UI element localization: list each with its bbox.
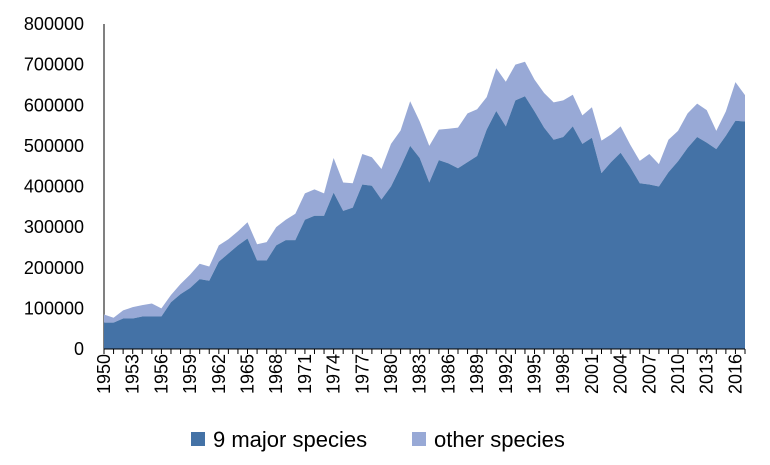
y-tick-label: 400000 [24,177,84,197]
x-tick-label: 2001 [582,354,602,394]
area-series-major [104,96,745,349]
y-tick-labels: 0 100000 200000 300000 400000 500000 600000 700… [24,14,84,359]
x-tick-label: 1998 [553,354,573,394]
x-tick-label: 1974 [324,354,344,394]
legend: 9 major species other species [191,427,565,452]
x-tick-label: 1950 [94,354,114,394]
x-tick-label: 1983 [410,354,430,394]
x-tick-label: 2007 [639,354,659,394]
x-tick-label: 2013 [697,354,717,394]
y-tick-label: 500000 [24,136,84,156]
x-ticks [103,349,746,354]
x-tick-label: 1992 [496,354,516,394]
x-tick-label: 1953 [123,354,143,394]
x-tick-label: 1959 [180,354,200,394]
y-tick-label: 800000 [24,14,84,34]
area-series-other [104,61,745,323]
x-tick-label: 1980 [381,354,401,394]
x-tick-label: 1986 [438,354,458,394]
y-tick-label: 100000 [24,298,84,318]
x-tick-label: 1989 [467,354,487,394]
legend-label-other: other species [434,427,565,452]
legend-label-major: 9 major species [213,427,367,452]
y-tick-label: 600000 [24,95,84,115]
x-tick-label: 1977 [352,354,372,394]
x-tick-label: 1971 [295,354,315,394]
y-tick-label: 300000 [24,217,84,237]
y-tick-label: 700000 [24,55,84,75]
legend-swatch-major [191,432,205,446]
y-axis: 0 100000 200000 300000 400000 500000 600000 700… [24,14,105,359]
y-tick-label: 200000 [24,258,84,278]
y-tick-label: 0 [74,339,84,359]
x-tick-label: 2010 [668,354,688,394]
x-tick-label: 2004 [611,354,631,394]
x-tick-label: 1965 [238,354,258,394]
x-tick-labels: 1950 1953 1956 1959 1962 1965 1968 1971 1974 1977… [94,354,745,394]
x-axis: 1950 1953 1956 1959 1962 1965 1968 1971 1974 1977… [94,348,746,394]
legend-swatch-other [412,432,426,446]
x-tick-label: 1956 [151,354,171,394]
x-tick-label: 1962 [209,354,229,394]
plot-areas [104,61,745,349]
x-tick-label: 2016 [725,354,745,394]
x-tick-label: 1968 [266,354,286,394]
x-tick-label: 1995 [525,354,545,394]
